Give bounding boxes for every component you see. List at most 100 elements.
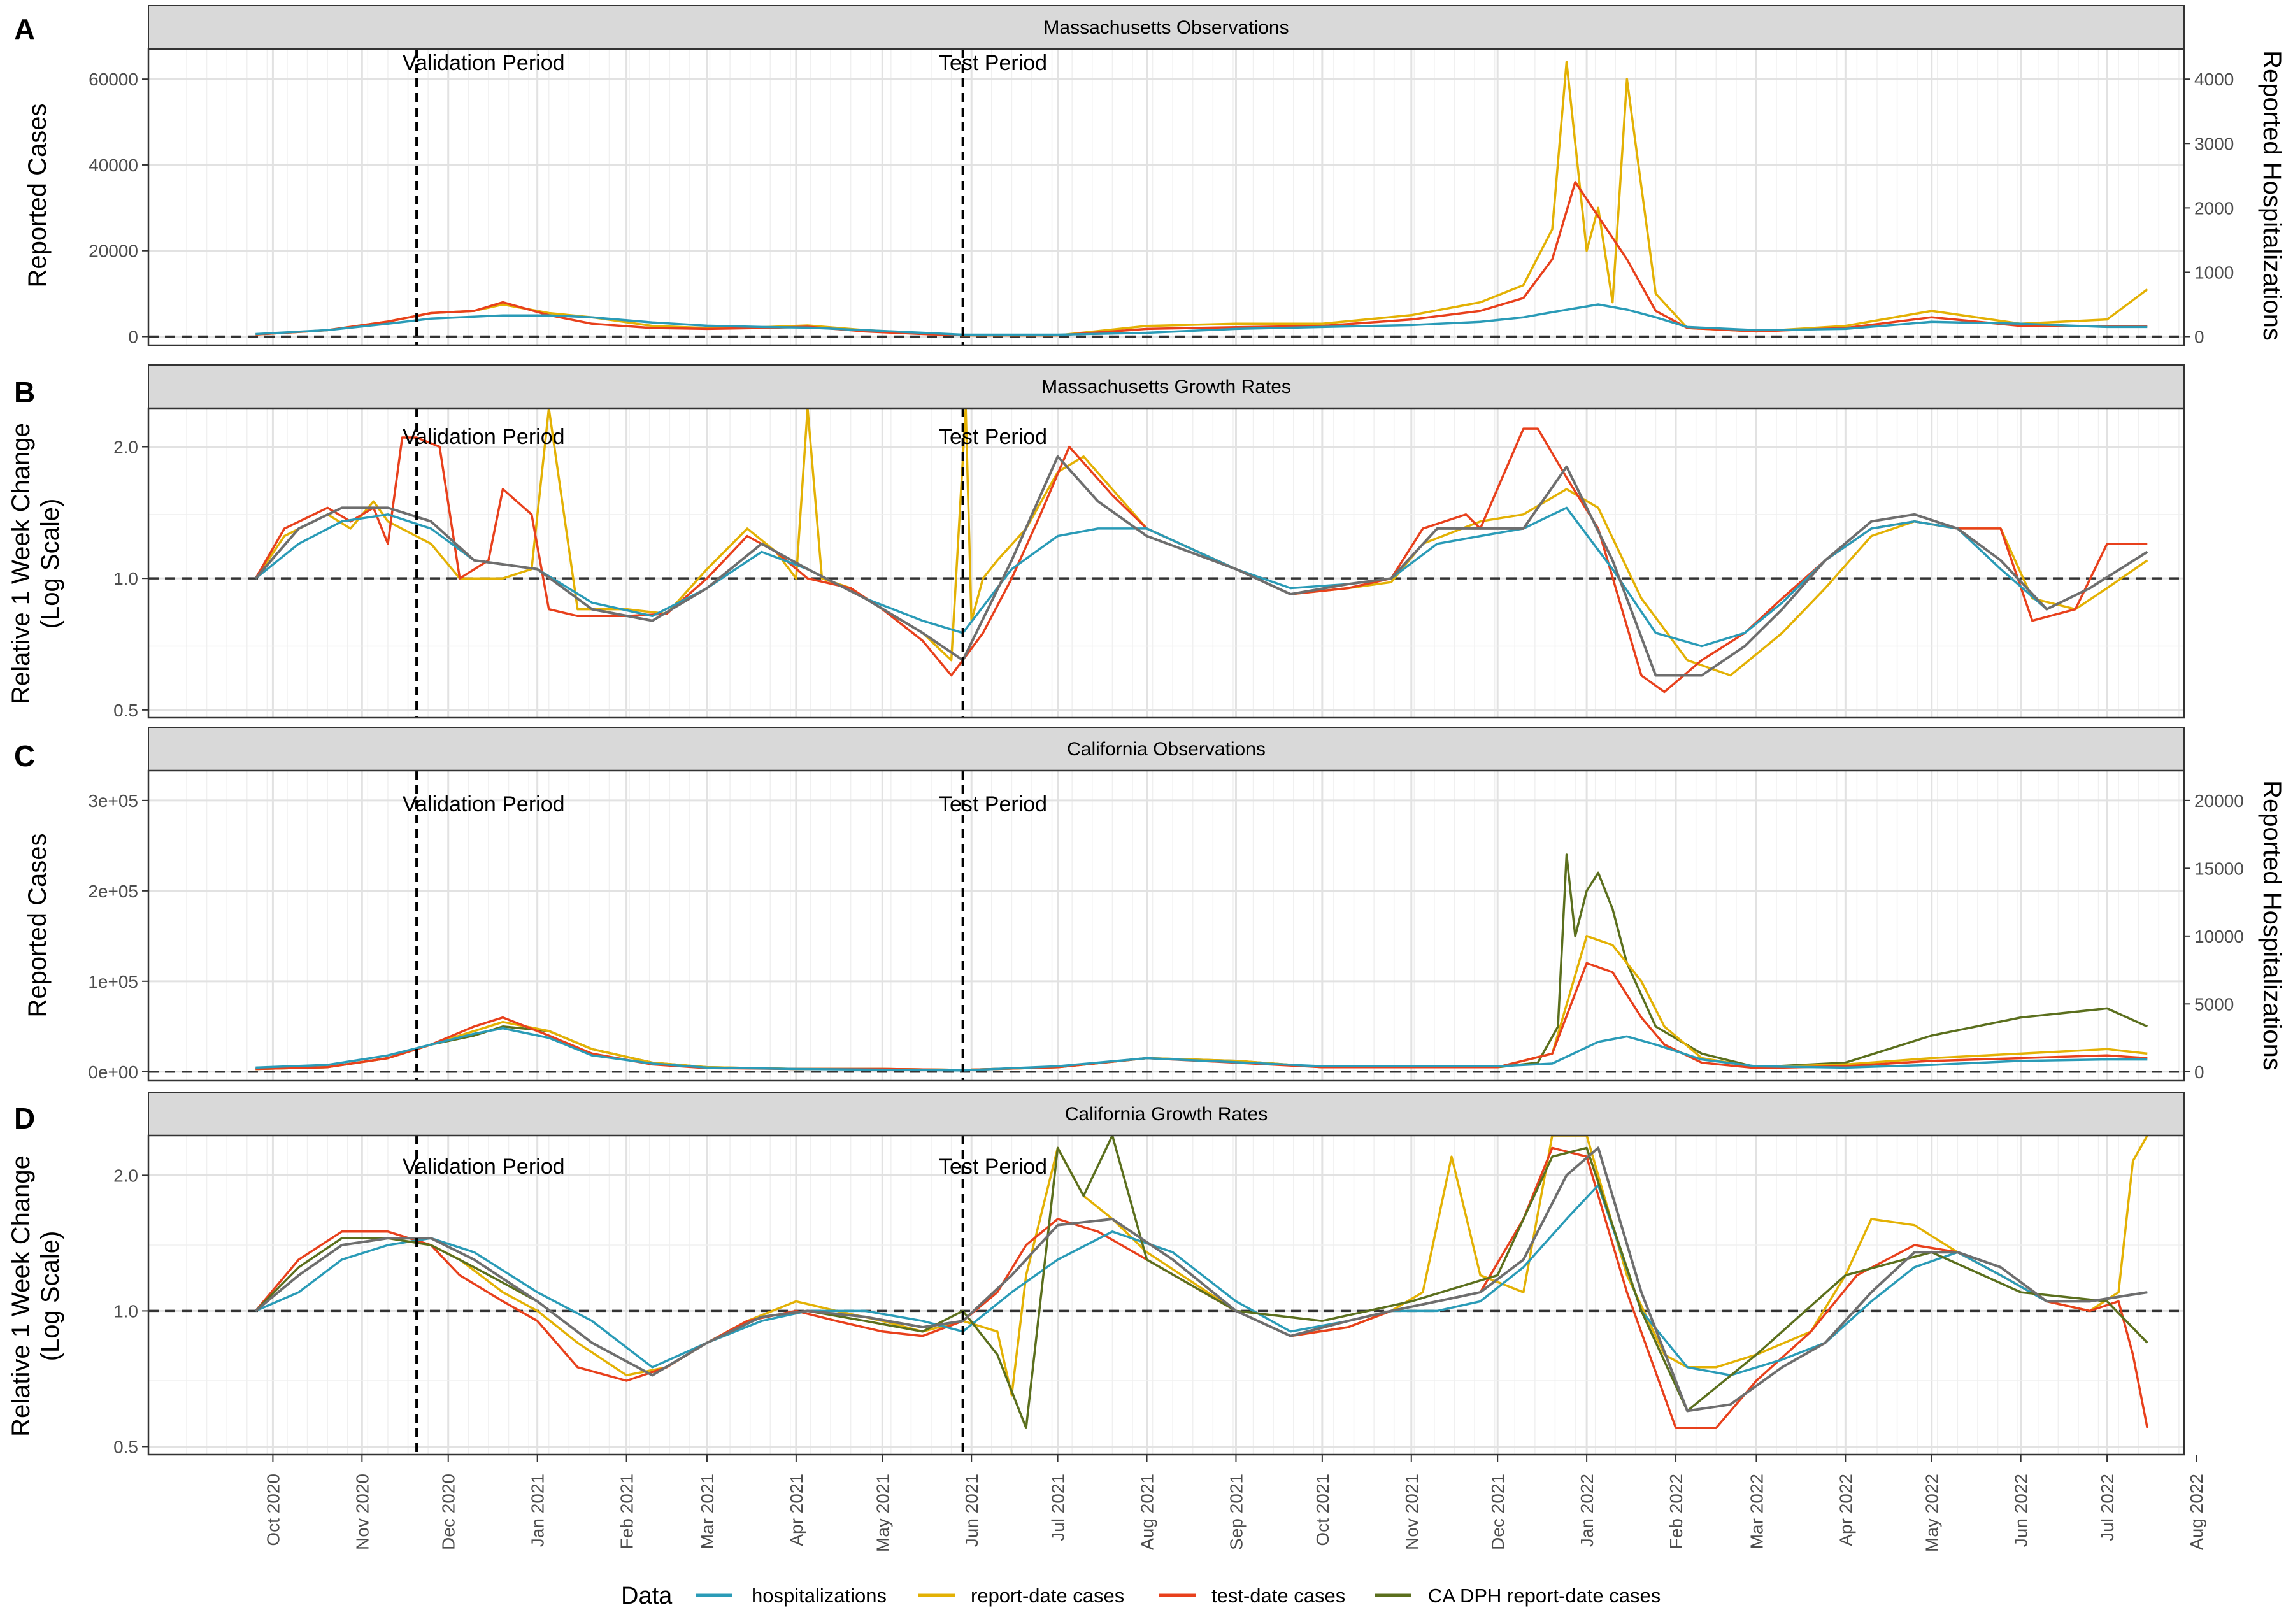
x-tick-label: Aug 2021 bbox=[1138, 1474, 1157, 1550]
panel-a-plot: 0 20000 40000 60000 0 1000 2000 3000 4000 bbox=[89, 48, 2234, 347]
x-tick-label: Nov 2021 bbox=[1402, 1474, 1422, 1550]
y-tick-label-c: 0e+00 bbox=[88, 1062, 138, 1082]
panel-letter-a: A bbox=[14, 13, 35, 46]
x-tick-label: May 2021 bbox=[873, 1474, 892, 1552]
x-tick-label: May 2022 bbox=[1922, 1474, 1942, 1552]
panel-border-b bbox=[147, 407, 2185, 719]
y-tick-label-c: 1e+05 bbox=[88, 972, 138, 992]
y-tick-label-d: 2.0 bbox=[113, 1165, 138, 1185]
strip-c bbox=[148, 727, 2185, 771]
legend-label-test-date-cases: test-date cases bbox=[1211, 1585, 1345, 1607]
strip-b bbox=[148, 364, 2185, 409]
panel-letter-c: C bbox=[14, 739, 35, 773]
panel-letter-d: D bbox=[14, 1102, 35, 1135]
x-tick-label: Feb 2022 bbox=[1666, 1474, 1686, 1549]
y2-tick-label-c: 15000 bbox=[2194, 858, 2244, 878]
strip-title-c: California Observations bbox=[1067, 739, 1266, 760]
plot-bg-b bbox=[148, 408, 2184, 718]
legend-label-hospitalizations: hospitalizations bbox=[752, 1585, 887, 1607]
y2-tick-label-a: 3000 bbox=[2194, 134, 2234, 153]
series-line-ca-dph-report-date-cases-d bbox=[255, 1136, 2148, 1429]
x-tick-label: Sep 2021 bbox=[1226, 1474, 1246, 1550]
y-axis-title-d-line2: (Log Scale) bbox=[36, 1231, 64, 1362]
y-tick-label-c: 3e+05 bbox=[88, 791, 138, 811]
series-line-model-estimate-b bbox=[254, 455, 2148, 677]
series-line-hospitalizations-a bbox=[255, 303, 2148, 336]
test-label-a: Test Period bbox=[939, 51, 1047, 75]
series-line-test-date-cases-a bbox=[255, 181, 2148, 337]
y-axis-title-c: Reported Cases bbox=[24, 833, 52, 1017]
panel-d-plot: 0.5 1.0 2.0 bbox=[113, 1134, 2185, 1457]
panel-border-a bbox=[147, 48, 2185, 346]
x-tick-label: Jul 2022 bbox=[2097, 1474, 2117, 1541]
y-axis-title-b-line1: Relative 1 Week Change bbox=[7, 423, 35, 704]
x-tick-label: Apr 2022 bbox=[1836, 1474, 1855, 1546]
series-line-report-date-cases-b bbox=[254, 408, 2148, 677]
y-tick-label-b: 2.0 bbox=[113, 438, 138, 457]
legend-label-report-date-cases: report-date cases bbox=[971, 1585, 1124, 1607]
validation-label-b: Validation Period bbox=[403, 425, 565, 449]
y2-tick-label-a: 0 bbox=[2194, 327, 2204, 347]
series-group-b bbox=[254, 408, 2148, 694]
legend: Data hospitalizations report-date cases … bbox=[621, 1583, 1661, 1609]
strip-a bbox=[148, 5, 2185, 50]
x-tick-label: Apr 2021 bbox=[787, 1474, 806, 1546]
test-label-b: Test Period bbox=[939, 425, 1047, 449]
y-tick-label-d: 0.5 bbox=[113, 1437, 138, 1457]
x-tick-label: Dec 2020 bbox=[439, 1474, 459, 1550]
y-axis-title-a: Reported Cases bbox=[24, 103, 52, 287]
series-line-hospitalizations-b bbox=[255, 506, 2148, 648]
series-group-a bbox=[255, 61, 2148, 337]
series-line-model-estimate-d bbox=[255, 1146, 2148, 1413]
x-tick-label: Mar 2022 bbox=[1747, 1474, 1766, 1549]
series-line-hospitalizations-c bbox=[255, 1027, 2148, 1072]
y-tick-label-a: 40000 bbox=[89, 155, 138, 175]
y2-tick-label-c: 20000 bbox=[2194, 791, 2244, 811]
x-tick-label: Jan 2022 bbox=[1577, 1474, 1597, 1547]
validation-label-c: Validation Period bbox=[403, 792, 565, 816]
strip-title-b: Massachusetts Growth Rates bbox=[1041, 376, 1291, 397]
y2-axis-title-c: Reported Hospitalizations bbox=[2258, 780, 2286, 1071]
y2-tick-label-c: 5000 bbox=[2194, 994, 2234, 1014]
panel-letter-b: B bbox=[14, 376, 35, 409]
validation-label-a: Validation Period bbox=[403, 51, 565, 75]
x-tick-label: Oct 2020 bbox=[263, 1474, 283, 1546]
panel-b-plot: 0.5 1.0 2.0 bbox=[113, 407, 2185, 720]
y2-tick-label-c: 0 bbox=[2194, 1062, 2204, 1082]
series-line-hospitalizations-d bbox=[255, 1184, 2148, 1377]
legend-label-ca-dph-report-date-cases: CA DPH report-date cases bbox=[1428, 1585, 1661, 1607]
x-tick-label: Feb 2021 bbox=[617, 1474, 637, 1549]
y2-tick-label-a: 4000 bbox=[2194, 69, 2234, 89]
y-axis-title-d-line1: Relative 1 Week Change bbox=[7, 1155, 35, 1437]
y-tick-label-b: 1.0 bbox=[113, 569, 138, 588]
y-tick-label-a: 20000 bbox=[89, 241, 138, 261]
panel-border-d bbox=[147, 1134, 2185, 1456]
plot-bg-a bbox=[148, 49, 2184, 345]
validation-label-d: Validation Period bbox=[403, 1155, 565, 1179]
test-label-c: Test Period bbox=[939, 792, 1047, 816]
x-tick-label: Mar 2021 bbox=[697, 1474, 717, 1549]
x-tick-label: Jan 2021 bbox=[528, 1474, 548, 1547]
x-tick-label: Jun 2021 bbox=[962, 1474, 982, 1547]
x-tick-label: Jul 2021 bbox=[1048, 1474, 1068, 1541]
series-group-c bbox=[255, 853, 2148, 1072]
x-axis: Oct 2020 Nov 2020 Dec 2020 Jan 2021 Feb 2021… bbox=[263, 1455, 2206, 1552]
y-tick-label-b: 0.5 bbox=[113, 701, 138, 720]
panel-border-c bbox=[147, 769, 2185, 1082]
y-axis-title-b-line2: (Log Scale) bbox=[36, 499, 64, 629]
test-label-d: Test Period bbox=[939, 1155, 1047, 1179]
y-tick-label-a: 60000 bbox=[89, 69, 138, 89]
series-group-d bbox=[254, 1136, 2149, 1429]
x-tick-label: Jun 2022 bbox=[2011, 1474, 2031, 1547]
x-tick-label: Oct 2021 bbox=[1313, 1474, 1332, 1546]
y-tick-label-a: 0 bbox=[128, 327, 138, 347]
series-line-test-date-cases-b bbox=[254, 427, 2148, 694]
x-tick-label: Nov 2020 bbox=[352, 1474, 372, 1550]
y2-tick-label-c: 10000 bbox=[2194, 927, 2244, 946]
panel-c-plot: 0e+00 1e+05 2e+05 3e+05 0 5000 10000 15000 20000 bbox=[88, 769, 2244, 1082]
x-tick-label: Dec 2021 bbox=[1488, 1474, 1508, 1550]
y2-tick-label-a: 2000 bbox=[2194, 198, 2234, 218]
y2-axis-title-a: Reported Hospitalizations bbox=[2258, 50, 2286, 341]
x-tick-label: Aug 2022 bbox=[2187, 1474, 2206, 1550]
